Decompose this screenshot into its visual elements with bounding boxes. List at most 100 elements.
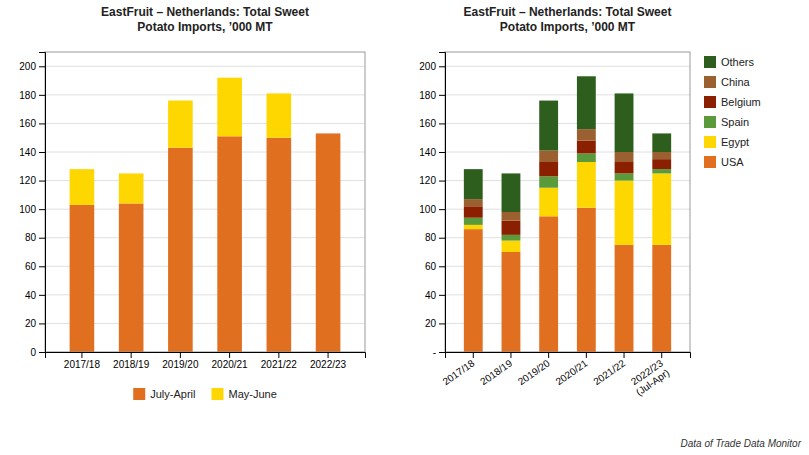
- tick-label: 2020/21: [554, 357, 590, 387]
- tick: 2021/22: [261, 352, 298, 370]
- bar: [652, 245, 671, 352]
- tick-label: 2022/23(Jul-Apr): [627, 357, 672, 398]
- tick-label: 2020/21: [212, 359, 249, 370]
- tick-mark: [39, 66, 45, 67]
- tick-label: 100: [19, 204, 36, 215]
- legend-swatch: [704, 96, 716, 108]
- grid-line: [45, 94, 365, 95]
- bar: [70, 205, 95, 352]
- chart-panel: 0204060801001201401601802002017/182018/1…: [19, 5, 365, 400]
- tick-mark: [39, 295, 45, 296]
- tick: 200: [419, 61, 445, 72]
- bar: [464, 206, 483, 217]
- chart-canvas: 0204060801001201401601802002017/182018/1…: [0, 0, 809, 455]
- grid-line: [445, 66, 690, 67]
- tick: 120: [19, 175, 45, 186]
- legend-label: Spain: [721, 116, 749, 128]
- bar: [652, 159, 671, 169]
- bar: [539, 216, 558, 352]
- tick-mark: [39, 123, 45, 124]
- tick-mark: [39, 209, 45, 210]
- bar-series: [464, 208, 671, 352]
- tick-mark: [439, 66, 445, 67]
- tick-mark: [439, 323, 445, 324]
- tick-mark: [439, 181, 445, 182]
- tick-mark: [624, 352, 625, 358]
- bar-series: [70, 133, 341, 352]
- tick: 60: [25, 261, 45, 272]
- tick: 160: [19, 118, 45, 129]
- tick-mark: [473, 352, 474, 358]
- tick: 2018/19: [478, 352, 514, 387]
- bar: [615, 181, 634, 245]
- tick-label: 140: [19, 147, 36, 158]
- tick-mark: [328, 352, 329, 358]
- bar-series: [70, 78, 292, 205]
- bar: [502, 173, 521, 212]
- tick-mark: [39, 152, 45, 153]
- bar: [615, 152, 634, 162]
- tick-label-line: 2019/20: [516, 357, 552, 387]
- tick: 2018/19: [113, 352, 150, 370]
- tick-label: 100: [419, 204, 436, 215]
- bar: [615, 93, 634, 152]
- bar: [539, 176, 558, 187]
- tick-label-line: 2020/21: [554, 357, 590, 387]
- legend-swatch: [133, 388, 145, 400]
- grid: [445, 66, 690, 352]
- bar: [615, 173, 634, 180]
- tick-label-line: 2021/22: [591, 357, 627, 387]
- tick-mark: [661, 352, 662, 358]
- tick: 20: [25, 318, 45, 329]
- footer: Data of Trade Data Monitor: [681, 438, 802, 449]
- tick-label: 2017/18: [64, 359, 101, 370]
- bar: [502, 241, 521, 252]
- tick: 80: [425, 232, 445, 243]
- bar: [577, 141, 596, 154]
- tick-mark: [39, 352, 45, 353]
- tick: 40: [425, 290, 445, 301]
- legend-label: May-June: [228, 388, 276, 400]
- tick-label: 2019/20: [516, 357, 552, 387]
- legend-item: China: [704, 76, 751, 88]
- bar: [464, 199, 483, 206]
- bars: [464, 76, 671, 352]
- tick-label: 20: [25, 318, 37, 329]
- bar: [577, 162, 596, 208]
- bar: [267, 138, 292, 352]
- tick-mark: [439, 123, 445, 124]
- legend: July-AprilMay-June: [133, 388, 277, 400]
- tick-mark: [39, 323, 45, 324]
- axis-line: [39, 53, 46, 353]
- bar: [119, 203, 144, 352]
- tick-label: 40: [425, 290, 437, 301]
- bars: [70, 78, 341, 352]
- legend-swatch: [704, 76, 716, 88]
- title-line: EastFruit – Netherlands: Total Sweet: [464, 5, 672, 19]
- tick-label-line: 2019/20: [162, 359, 199, 370]
- bar: [217, 78, 242, 137]
- bar: [615, 245, 634, 352]
- tick-mark: [439, 209, 445, 210]
- title: EastFruit – Netherlands: Total SweetPota…: [101, 5, 309, 34]
- tick-label: 80: [425, 232, 437, 243]
- tick-label: 2018/19: [113, 359, 150, 370]
- bar: [502, 252, 521, 352]
- tick-label: 2017/18: [440, 357, 476, 387]
- tick-label: 2021/22: [591, 357, 627, 387]
- bar: [539, 162, 558, 176]
- legend-label: Egypt: [721, 136, 749, 148]
- tick-mark: [510, 352, 511, 358]
- bar: [577, 153, 596, 162]
- grid-line: [45, 123, 365, 124]
- tick-label: 120: [419, 175, 436, 186]
- legend-label: China: [721, 76, 751, 88]
- tick-label-line: 2017/18: [440, 357, 476, 387]
- tick-mark: [229, 352, 230, 358]
- bar: [316, 133, 341, 352]
- title: EastFruit – Netherlands: Total SweetPota…: [464, 5, 672, 34]
- tick-label: 200: [19, 61, 36, 72]
- bar: [502, 235, 521, 241]
- tick: 2020/21: [554, 352, 590, 387]
- tick: 2022/23: [310, 352, 347, 370]
